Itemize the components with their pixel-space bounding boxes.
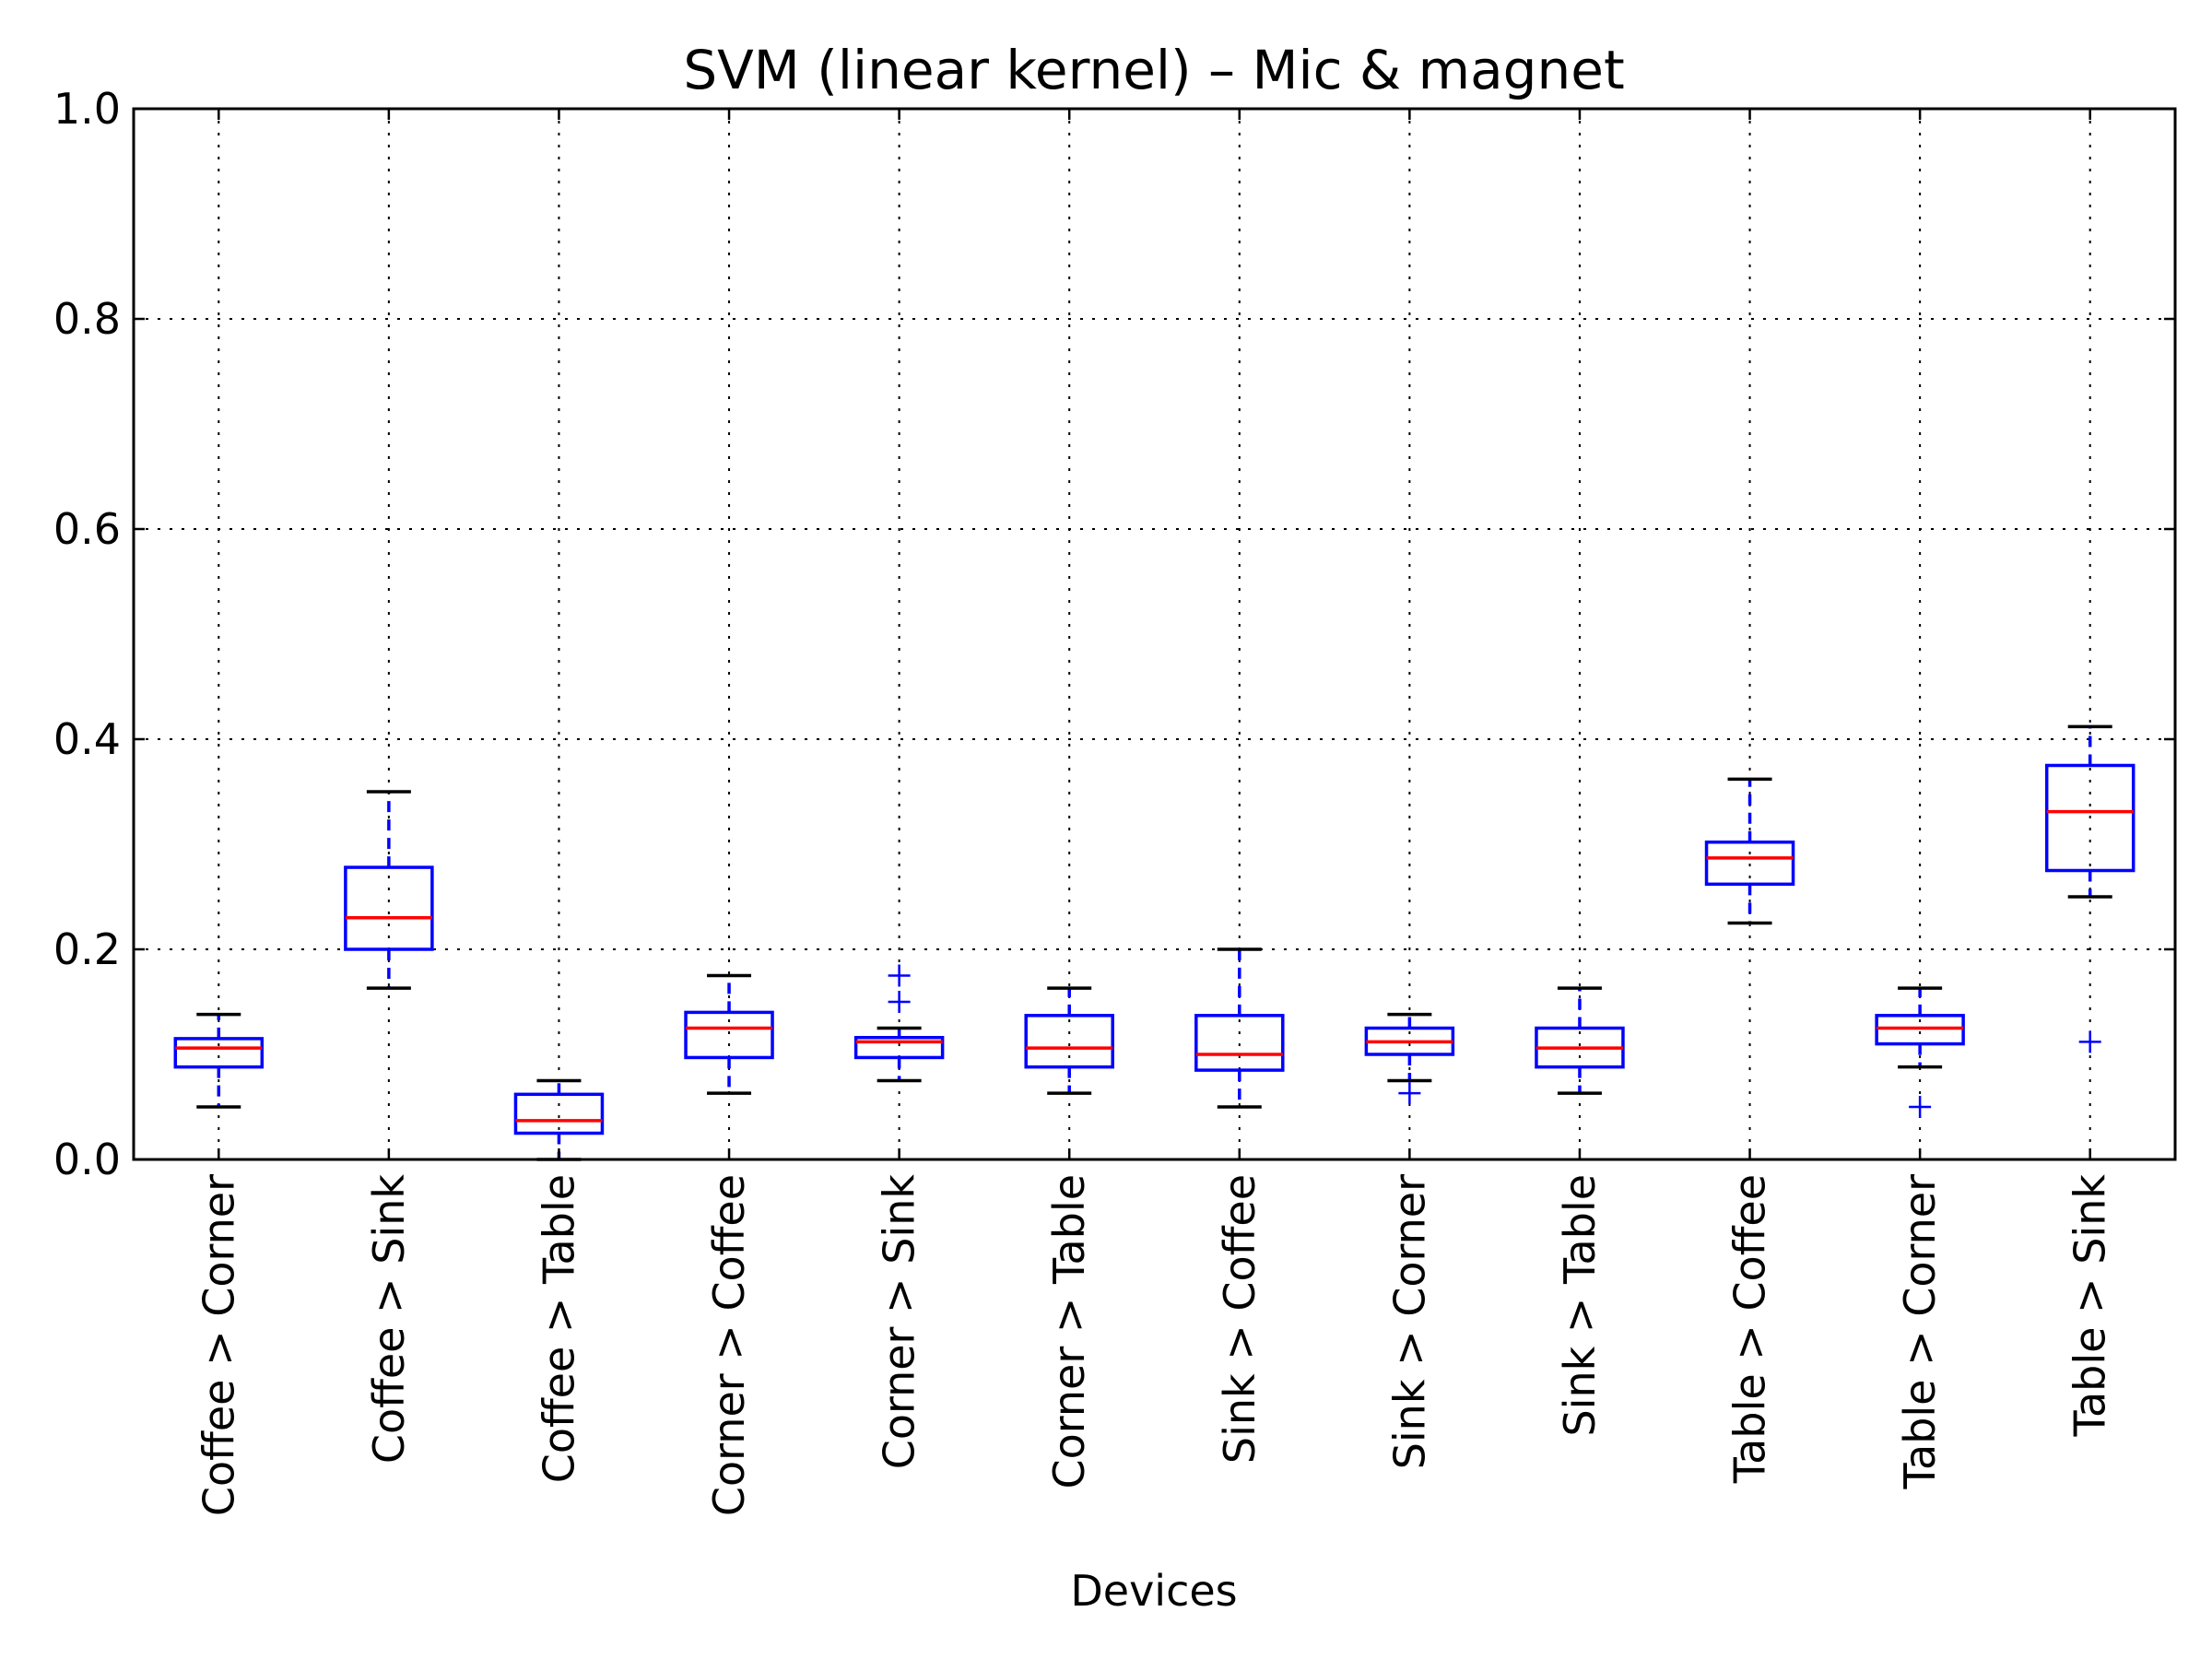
y-tick-label: 0.8 <box>53 294 121 344</box>
box-plot <box>513 1078 605 1161</box>
box <box>1024 1014 1114 1069</box>
y-tick-label: 0.2 <box>53 924 121 974</box>
box-plot <box>1535 986 1625 1095</box>
box <box>853 1036 945 1060</box>
y-tick-label: 0.6 <box>53 504 121 554</box>
flier-point <box>1398 1082 1421 1105</box>
y-tick-label: 1.0 <box>53 84 121 134</box>
x-tick-label: Corner > Coffee <box>704 1174 754 1516</box>
flier-point <box>2078 1030 2101 1053</box>
chart-title: SVM (linear kernel) – Mic & magnet <box>683 39 1624 101</box>
box <box>1194 1014 1285 1072</box>
x-tick-label: Corner > Table <box>1044 1174 1094 1488</box>
x-tick-label: Coffee > Sink <box>364 1174 414 1464</box>
box-plot <box>1024 986 1114 1095</box>
box <box>344 865 434 951</box>
y-tick-label: 0.0 <box>53 1135 121 1184</box>
box-plot <box>1364 1012 1455 1105</box>
x-tick-label: Corner > Sink <box>875 1174 924 1470</box>
box <box>513 1092 605 1135</box>
y-tick-label: 0.4 <box>53 714 121 764</box>
box <box>2044 763 2136 873</box>
box <box>173 1037 265 1069</box>
x-tick-label: Table > Coffee <box>1725 1174 1775 1484</box>
box-plot <box>1194 947 1285 1109</box>
box-plot <box>2044 724 2136 1053</box>
x-tick-label: Sink > Coffee <box>1215 1174 1265 1464</box>
plot-frame <box>132 107 2177 1161</box>
x-tick-label: Coffee > Corner <box>194 1174 243 1516</box>
x-tick-label: Table > Corner <box>1895 1174 1945 1490</box>
x-tick-label: Coffee > Table <box>534 1174 583 1483</box>
flier-point <box>1909 1096 1932 1118</box>
x-tick-label: Sink > Table <box>1555 1174 1605 1437</box>
box-plot <box>1875 986 1965 1118</box>
box-plot <box>853 964 945 1083</box>
box <box>1704 840 1795 887</box>
axes: 0.0 0.2 0.4 0.6 0.8 1.0 Coffee > Corner Coffee … <box>53 84 2175 1516</box>
box <box>684 1010 774 1060</box>
flier-point <box>888 991 911 1013</box>
plot-area <box>173 724 2136 1161</box>
flier-point <box>888 964 911 987</box>
box-plot <box>1704 777 1795 925</box>
box-plot <box>344 790 434 990</box>
x-axis-label: Devices <box>1070 1566 1237 1616</box>
box-plot <box>173 1012 265 1109</box>
box-plot <box>684 973 774 1095</box>
x-tick-label: Sink > Corner <box>1384 1174 1434 1469</box>
grid <box>134 109 2175 1159</box>
x-tick-label: Table > Sink <box>2065 1174 2115 1438</box>
